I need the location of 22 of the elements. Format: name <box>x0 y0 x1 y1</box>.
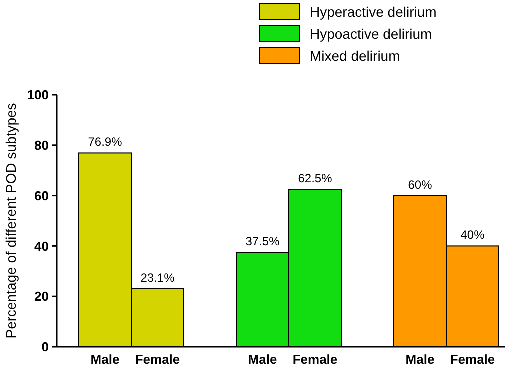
y-tick-label: 100 <box>27 88 49 103</box>
data-label: 60% <box>408 178 433 192</box>
data-label: 76.9% <box>88 135 123 150</box>
x-tick-label: Female <box>450 352 496 367</box>
data-label: 23.1% <box>140 270 176 285</box>
y-tick-label: 40 <box>34 238 49 254</box>
x-tick-label: Male <box>248 352 278 367</box>
y-tick-label: 60 <box>34 188 49 204</box>
data-label: 40% <box>460 228 486 242</box>
y-tick-label: 80 <box>34 138 49 153</box>
data-label: 37.5% <box>246 234 280 248</box>
legend-label: Hyperactive delirium <box>310 4 437 20</box>
legend-label: Mixed delirium <box>310 48 400 64</box>
data-label: 62.5% <box>298 172 333 186</box>
y-axis-title: Percentage of different POD subtypes <box>3 103 19 339</box>
y-tick-label: 20 <box>34 289 49 304</box>
x-tick-label: Female <box>292 352 338 367</box>
x-tick-label: Male <box>90 352 120 367</box>
legend-label: Hypoactive delirium <box>310 26 432 42</box>
x-tick-label: Male <box>406 352 435 367</box>
y-tick-label: 0 <box>42 340 49 355</box>
x-tick-label: Female <box>135 352 180 367</box>
